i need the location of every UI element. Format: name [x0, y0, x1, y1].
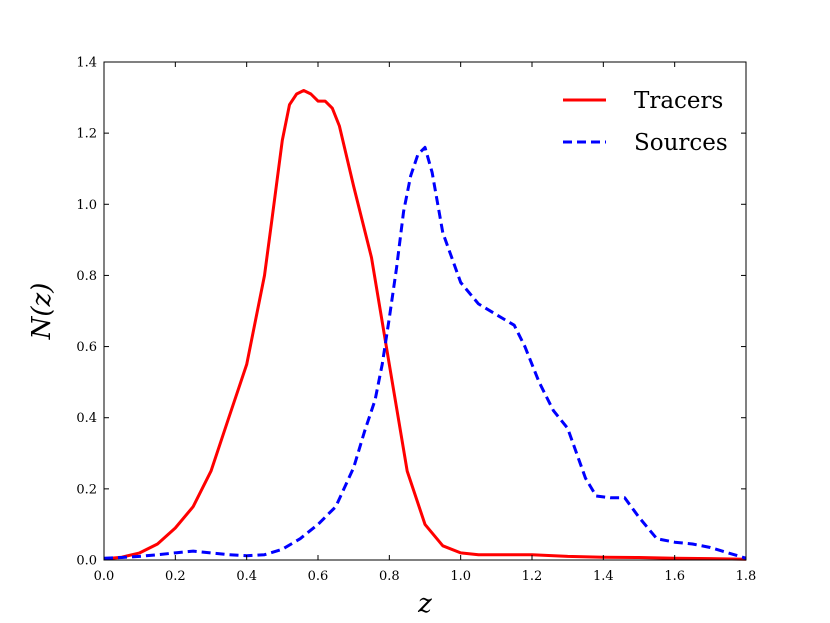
- y-tick-label-5: 1.0: [76, 198, 97, 213]
- x-tick-label-7: 1.4: [593, 569, 614, 584]
- y-tick-label-0: 0.0: [76, 554, 97, 569]
- series-layer: [103, 89, 747, 561]
- x-tick-label-5: 1.0: [450, 569, 471, 584]
- y-tick-label-4: 0.8: [76, 269, 97, 284]
- x-tick-label-3: 0.6: [308, 569, 329, 584]
- x-tick-label-0: 0.0: [94, 569, 115, 584]
- series-line-tracers: [103, 89, 747, 561]
- x-tick-label-8: 1.6: [664, 569, 685, 584]
- series-line-sources: [103, 145, 747, 560]
- ticks-layer: 0.0 0.2 0.4 0.6 0.8 1.0 1.2 1.4 1.6 1.8 0.0 0.2 0.4 0…: [76, 56, 756, 585]
- x-tick-label-6: 1.2: [522, 569, 543, 584]
- x-tick-label-1: 0.2: [165, 569, 186, 584]
- y-tick-label-3: 0.6: [76, 340, 97, 355]
- x-tick-label-9: 1.8: [736, 569, 757, 584]
- legend-label-sources: Sources: [634, 130, 728, 156]
- y-tick-label-1: 0.2: [76, 482, 97, 497]
- y-tick-label-6: 1.2: [76, 127, 97, 142]
- legend-label-tracers: Tracers: [634, 88, 723, 114]
- legend: Tracers Sources: [563, 88, 728, 156]
- x-axis-label: z: [417, 589, 432, 619]
- plot-frame: [103, 61, 747, 561]
- y-axis-label: N(z): [27, 283, 57, 341]
- x-tick-label-2: 0.4: [236, 569, 257, 584]
- y-tick-label-7: 1.4: [76, 56, 97, 71]
- x-tick-label-4: 0.8: [379, 569, 400, 584]
- y-tick-label-2: 0.4: [76, 411, 97, 426]
